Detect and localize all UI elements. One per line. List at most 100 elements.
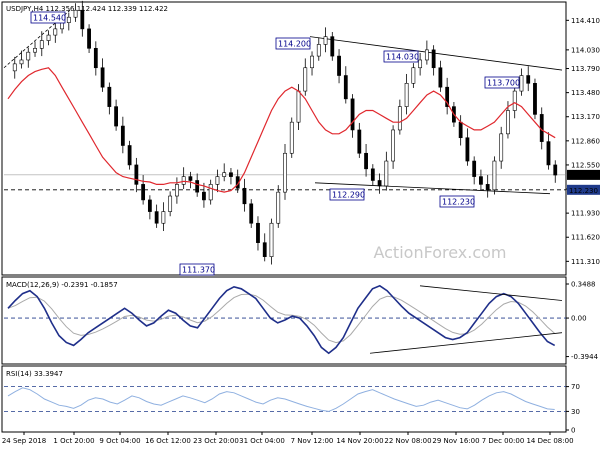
rsi-y-tick-label: 70 xyxy=(571,383,580,391)
sma-line xyxy=(7,67,556,193)
price-candle-body xyxy=(60,22,64,30)
price-candle-body xyxy=(276,191,281,224)
price-candle-body xyxy=(168,195,173,212)
rsi-y-ticks: 70 30 0 xyxy=(566,383,580,435)
x-tick-label: 22 Nov 08:00 xyxy=(384,437,431,445)
price-y-ticks: 114.410 114.030 113.790 113.480 113.170 112.8… xyxy=(566,17,600,266)
price-candle-body xyxy=(46,34,51,41)
price-candle-body xyxy=(431,49,436,69)
price-pane-frame xyxy=(1,1,567,276)
rsi-y-tick-label: 0 xyxy=(571,427,575,435)
macd-lines xyxy=(7,284,563,355)
price-y-tick-label: 113.790 xyxy=(571,65,600,73)
price-candle-body xyxy=(141,184,146,201)
rsi-grid xyxy=(4,386,566,412)
price-callouts: 114.540 114.200 114.030 113.700 112.290 112.2… xyxy=(30,11,520,276)
price-y-tick-label: 112.550 xyxy=(571,161,600,169)
x-tick-label: 7 Nov 12:00 xyxy=(291,437,334,445)
callout-label: 114.030 xyxy=(386,53,419,62)
price-candle-body xyxy=(337,55,341,76)
price-y-tick-label: 114.030 xyxy=(571,46,600,54)
price-candle-body xyxy=(404,83,409,107)
price-y-tick-label: 111.930 xyxy=(571,210,600,218)
upper-trendline xyxy=(309,36,563,71)
rsi-lines xyxy=(7,387,555,412)
price-candle-body xyxy=(175,184,179,197)
x-tick-label: 29 Nov 16:00 xyxy=(432,437,479,445)
support-price-tag: 112.230 xyxy=(569,187,598,195)
price-candle-body xyxy=(242,187,247,205)
price-tags: 112.422 112.230 xyxy=(567,169,600,195)
price-candle-body xyxy=(154,211,159,224)
callout-box xyxy=(484,76,520,89)
price-candle-body xyxy=(249,203,254,224)
price-candle-body xyxy=(519,75,524,92)
price-candle-body xyxy=(19,59,24,65)
price-candle-body xyxy=(195,180,200,193)
macd-lower-trendline xyxy=(369,332,563,354)
price-sma-line xyxy=(7,67,556,193)
callout-box xyxy=(30,11,66,24)
price-candle-body xyxy=(202,191,206,201)
price-candle-body xyxy=(485,184,490,191)
price-candle-body xyxy=(269,222,274,257)
macd-y-tick-label: -0.3944 xyxy=(571,353,599,361)
callout-label: 114.200 xyxy=(278,40,311,49)
price-candle-body xyxy=(208,184,213,201)
x-tick-label: 24 Sep 2018 xyxy=(2,437,46,445)
lower-trendline xyxy=(314,182,551,195)
price-y-tick-label: 112.860 xyxy=(571,137,600,145)
callout-label: 112.230 xyxy=(442,198,475,207)
price-y-tick-label: 113.170 xyxy=(571,113,600,121)
price-candle-body xyxy=(296,90,301,123)
price-candle-body xyxy=(377,180,382,187)
price-candle-body xyxy=(506,110,510,135)
price-candle-body xyxy=(553,164,558,176)
price-candle-body xyxy=(458,121,463,139)
current-price-tag-bg xyxy=(567,169,600,180)
rsi-pane-title: RSI(14) 33.3947 xyxy=(6,370,63,378)
price-candle-body xyxy=(546,141,551,166)
price-candle-body xyxy=(397,106,402,131)
price-candle-body xyxy=(114,106,118,127)
price-candle-body xyxy=(370,168,375,181)
price-candle-body xyxy=(424,49,429,61)
callout-box xyxy=(275,37,311,50)
x-tick-label: 7 Dec 00:00 xyxy=(482,437,525,445)
current-price-tag: 112.422 xyxy=(569,172,598,180)
price-candle-body xyxy=(39,40,44,49)
callout-box xyxy=(439,195,475,208)
x-axis-ticks: 24 Sep 2018 1 Oct 20:00 9 Oct 04:00 16 Oct … xyxy=(2,432,574,445)
price-candle-body xyxy=(283,152,287,193)
price-candle-body xyxy=(134,164,139,185)
price-candle-body xyxy=(391,129,395,162)
price-candle-body xyxy=(384,160,389,187)
x-tick-label: 9 Oct 04:00 xyxy=(99,437,140,445)
price-candle-body xyxy=(472,160,477,177)
price-candle-body xyxy=(310,55,314,69)
macd-main-line xyxy=(7,284,556,355)
price-candle-body xyxy=(147,199,152,212)
price-candle-body xyxy=(53,28,58,36)
price-candle-body xyxy=(438,67,443,88)
price-y-tick-label: 111.620 xyxy=(571,234,600,242)
macd-pane-title: MACD(12,26,9) -0.2391 -0.1857 xyxy=(6,281,118,289)
price-candle-body xyxy=(364,152,368,170)
price-y-tick-label: 114.410 xyxy=(571,17,600,25)
price-candle-body xyxy=(161,211,166,224)
price-candle-body xyxy=(181,176,186,185)
price-candle-body xyxy=(73,9,78,18)
price-candle-body xyxy=(107,86,112,107)
callout-label: 113.700 xyxy=(487,79,520,88)
price-candle-body xyxy=(512,90,517,111)
callout-label: 111.370 xyxy=(182,266,215,275)
price-candle-body xyxy=(188,176,193,181)
price-candle-body xyxy=(499,133,504,162)
price-candle-body xyxy=(357,129,362,154)
price-candle-body xyxy=(222,172,227,177)
rsi-pane-frame xyxy=(1,365,567,433)
price-candle-body xyxy=(445,86,450,107)
callout-label: 114.540 xyxy=(33,14,66,23)
price-candle-body xyxy=(465,137,470,162)
